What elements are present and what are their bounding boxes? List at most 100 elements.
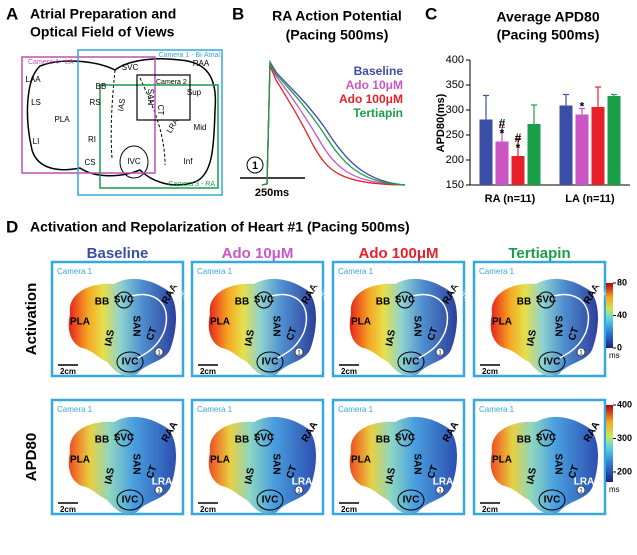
camera-4-box: [21, 56, 156, 174]
region-label: RI: [88, 135, 96, 144]
bar: [511, 156, 525, 185]
region-label: IAS: [103, 467, 117, 486]
region-label: PLA: [492, 317, 512, 328]
ivc-ring: [256, 489, 284, 511]
region-label: IAS: [243, 467, 257, 486]
colorbar-unit: ms: [609, 351, 620, 360]
region-label: CT: [156, 105, 165, 116]
region-label: PLA: [351, 317, 371, 328]
region-label: SAN: [270, 453, 281, 474]
panel-label: B: [232, 4, 244, 23]
region-label: SVC: [395, 295, 416, 306]
region-label: IAS: [116, 98, 127, 112]
site-marker: 1: [297, 351, 301, 357]
region-label: SAN: [146, 89, 155, 106]
svc-ring: [255, 429, 273, 447]
site-marker: 1: [438, 489, 442, 495]
region-label: LAA: [25, 75, 41, 84]
region-label: Sup: [187, 88, 202, 97]
region-label: SAN: [130, 453, 141, 474]
y-tick-label: 400: [446, 54, 464, 66]
colorbar-tick-label: 200: [617, 466, 632, 476]
region-label: SAN: [552, 315, 563, 336]
svc-ring: [396, 291, 414, 309]
region-label: SAN: [411, 315, 422, 336]
pacing-arrow: [553, 293, 590, 359]
column-header: Ado 10μM: [222, 245, 294, 262]
dashed-boundary: [110, 69, 116, 159]
action-potential-trace: [261, 59, 406, 186]
bar: [559, 105, 573, 185]
camera-label: Camera 1: [479, 405, 515, 414]
x-tick-label: LA (n=11): [565, 193, 615, 205]
region-label: SAN: [411, 453, 422, 474]
region-label: SVC: [536, 433, 557, 444]
svc-ring: [115, 429, 133, 447]
site-ring: [435, 347, 445, 357]
region-label: PLA: [210, 455, 230, 466]
scale-label: 2cm: [200, 505, 216, 514]
region-label: SVC: [114, 295, 135, 306]
region-label: CS: [84, 158, 95, 167]
pacing-arrow: [271, 293, 308, 359]
time-scale-label: 250ms: [255, 187, 289, 199]
site-marker: 1: [252, 160, 258, 172]
region-label: IVC: [262, 495, 279, 506]
camera-1-box: [77, 49, 223, 196]
region-label: BB: [95, 297, 109, 308]
pacing-arrow: [412, 293, 449, 359]
panel-title: RA Action Potential: [272, 8, 402, 24]
region-label: LS: [31, 98, 41, 107]
region-label: BB: [517, 297, 531, 308]
region-label: IVC: [544, 495, 561, 506]
significance-mark: *: [580, 100, 585, 114]
region-label: BB: [376, 435, 390, 446]
scale-label: 2cm: [200, 367, 216, 376]
site-ring: [435, 485, 445, 495]
y-tick-label: 150: [446, 179, 464, 191]
region-label: LRA: [574, 477, 595, 488]
region-label: PLA: [351, 455, 371, 466]
y-tick-label: 300: [446, 104, 464, 116]
bar: [575, 114, 589, 185]
bar: [495, 141, 509, 185]
y-tick-label: 250: [446, 129, 464, 141]
action-potential-trace: [261, 63, 406, 186]
region-label: BB: [235, 435, 249, 446]
heat-map: [349, 416, 457, 514]
region-label: SVC: [254, 295, 275, 306]
colorbar-tick-label: 80: [617, 277, 627, 287]
region-label: BB: [376, 297, 390, 308]
region-label: SAN: [130, 315, 141, 336]
svc-ring: [537, 429, 555, 447]
region-label: Mid: [194, 123, 207, 132]
panel-title: (Pacing 500ms): [286, 27, 389, 43]
colorbar: [606, 283, 613, 348]
region-label: BB: [235, 297, 249, 308]
panel-label: A: [6, 4, 18, 23]
site-marker: 1: [579, 489, 583, 495]
ivc-ring: [397, 351, 425, 373]
region-label: LRA: [165, 116, 181, 135]
heat-map: [68, 416, 176, 514]
camera-2-box: [136, 74, 191, 121]
colorbar: [606, 405, 613, 482]
heat-map: [490, 416, 598, 514]
panel-title: Atrial Preparation and: [30, 6, 176, 22]
colorbar-tick-label: 400: [617, 399, 632, 409]
site-ring: [576, 347, 586, 357]
ivc-ring: [119, 145, 149, 179]
scale-label: 2cm: [341, 505, 357, 514]
scale-label: 2cm: [482, 505, 498, 514]
region-label: SVC: [122, 63, 139, 72]
panel-title: Activation and Repolarization of Heart #…: [30, 219, 410, 235]
scale-label: 2cm: [60, 367, 76, 376]
column-header: Ado 100μM: [358, 245, 438, 262]
scale-label: 2cm: [60, 505, 76, 514]
region-label: SVC: [395, 433, 416, 444]
bar: [479, 119, 493, 185]
region-label: CT: [567, 326, 582, 342]
colorbar-tick-label: 0: [617, 342, 622, 352]
region-label: LRA: [433, 477, 454, 488]
region-label: CT: [426, 464, 441, 480]
